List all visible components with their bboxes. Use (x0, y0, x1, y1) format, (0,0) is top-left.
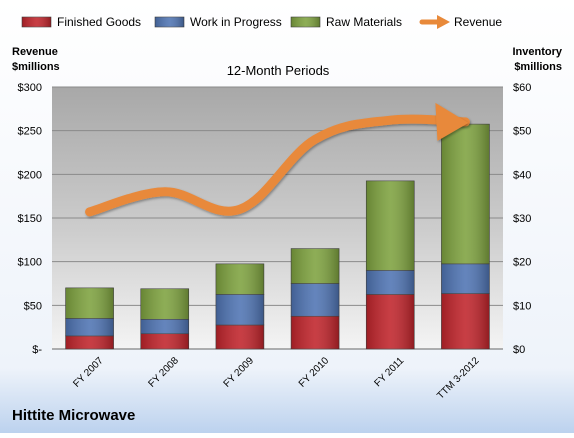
bar-finished-goods (140, 333, 190, 350)
left-axis-title-line-2: $millions (12, 61, 60, 73)
legend-label: Revenue (454, 15, 502, 29)
right-axis-title: Inventory $millions (512, 46, 562, 73)
left-tick-label: $100 (18, 257, 42, 269)
revenue-line (85, 102, 470, 217)
left-tick-label: $150 (18, 213, 42, 225)
bar-raw-materials (140, 288, 190, 320)
bar-finished-goods (215, 324, 265, 350)
left-tick-label: $50 (24, 300, 42, 312)
left-axis-title: Revenue $millions (12, 46, 60, 73)
bars (65, 123, 490, 350)
right-tick-label: $10 (513, 300, 531, 312)
bar-work-in-progress (215, 294, 265, 326)
bar-finished-goods (290, 315, 340, 350)
company-name: Hittite Microwave (12, 407, 135, 424)
right-tick-label: $60 (513, 82, 531, 94)
bar-work-in-progress (290, 283, 340, 317)
bar-work-in-progress (441, 263, 490, 294)
right-tick-label: $30 (513, 213, 531, 225)
bar-raw-materials (215, 263, 265, 295)
revenue-arrowhead (435, 102, 469, 141)
right-axis-title-line-2: $millions (514, 61, 562, 73)
bar-work-in-progress (65, 318, 114, 337)
bar-raw-materials (290, 248, 340, 284)
right-tick-label: $50 (513, 126, 531, 138)
bar-work-in-progress (365, 270, 415, 295)
right-tick-label: $0 (513, 344, 525, 356)
left-tick-label: $300 (18, 82, 42, 94)
bar-raw-materials (441, 123, 490, 265)
legend-label: Raw Materials (326, 15, 402, 29)
left-axis-title-line-1: Revenue (12, 46, 58, 58)
right-axis-ticks: $0 $10 $20 $30 $40 $50 $60 (513, 82, 531, 356)
bar-raw-materials (65, 287, 114, 319)
left-tick-label: $250 (18, 126, 42, 138)
bar-finished-goods (65, 335, 114, 350)
bar-raw-materials (365, 180, 415, 271)
chart-subtitle: 12-Month Periods (227, 63, 330, 78)
bar-finished-goods (441, 293, 490, 350)
revenue-line-path (85, 114, 470, 217)
bar-work-in-progress (140, 319, 190, 335)
legend-label: Work in Progress (190, 15, 282, 29)
bar-finished-goods (365, 294, 415, 350)
left-tick-label: $200 (18, 169, 42, 181)
legend-item-revenue: Revenue (419, 15, 502, 29)
gridlines (52, 86, 503, 350)
legend: Finished Goods Work in Progress Raw Materi… (21, 15, 502, 29)
legend-item-finished-goods: Finished Goods (21, 15, 141, 29)
left-tick-label: $- (32, 344, 42, 356)
legend-label: Finished Goods (57, 15, 141, 29)
right-axis-title-line-1: Inventory (512, 46, 562, 58)
legend-item-work-in-progress: Work in Progress (154, 15, 282, 29)
right-tick-label: $40 (513, 169, 531, 181)
left-axis-ticks: $- $50 $100 $150 $200 $250 $300 (18, 82, 43, 356)
right-tick-label: $20 (513, 257, 531, 269)
legend-item-raw-materials: Raw Materials (290, 15, 402, 29)
